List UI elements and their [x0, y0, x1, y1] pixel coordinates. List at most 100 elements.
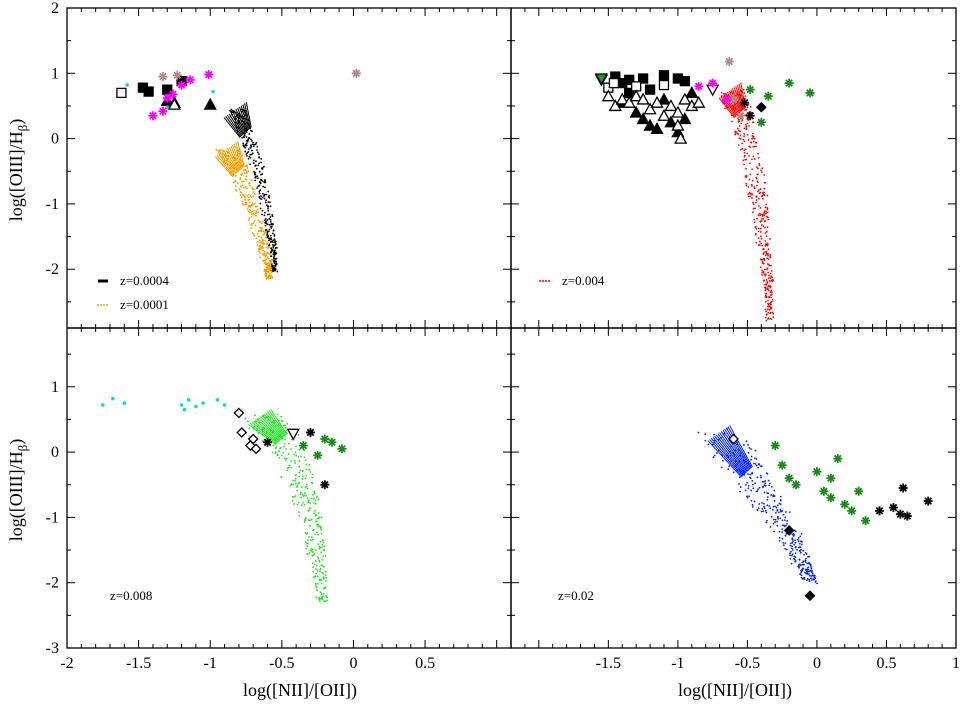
model-point — [756, 490, 759, 492]
model-point — [254, 212, 257, 215]
data-point — [351, 68, 361, 78]
model-point — [322, 541, 325, 544]
model-point — [806, 570, 808, 573]
model-point — [800, 532, 803, 535]
model-point — [743, 149, 746, 152]
star-ray — [320, 435, 329, 443]
model-point — [754, 207, 757, 210]
star-ray — [736, 111, 745, 120]
model-point — [748, 195, 751, 198]
star-ray — [764, 92, 773, 100]
legend-entry: z=0.0004 — [98, 273, 169, 288]
data-point — [250, 443, 262, 455]
model-point — [774, 511, 777, 514]
model-point — [248, 198, 251, 201]
model-point — [771, 298, 774, 301]
model-point — [274, 451, 277, 453]
model-point — [765, 279, 768, 281]
y-tick-label: -3 — [46, 640, 59, 657]
model-point — [251, 232, 254, 234]
model-point — [248, 427, 251, 430]
model-point — [743, 151, 746, 154]
data-point — [636, 92, 650, 105]
model-point — [259, 256, 262, 259]
model-point — [759, 214, 762, 216]
model-point — [752, 207, 755, 210]
model-point — [250, 215, 253, 218]
model-point — [311, 554, 314, 557]
model-point — [292, 479, 294, 482]
data-point — [624, 74, 635, 85]
series-obs-green-triangle — [594, 73, 608, 86]
model-point — [789, 557, 792, 560]
model-point — [290, 466, 293, 469]
model-point — [288, 442, 290, 445]
x-tick-label: -1 — [671, 655, 684, 672]
model-point — [753, 158, 756, 160]
model-point — [734, 130, 737, 133]
model-point — [252, 209, 255, 212]
model-track — [725, 427, 752, 469]
model-point — [768, 264, 771, 267]
star-ray — [299, 441, 308, 450]
model-point — [314, 548, 317, 551]
model-point — [796, 548, 798, 551]
model-point — [267, 205, 270, 208]
model-point — [262, 230, 265, 233]
model-point — [759, 465, 762, 467]
model-point — [309, 501, 311, 504]
model-point — [301, 478, 304, 480]
model-track — [223, 117, 241, 138]
data-point — [804, 590, 816, 602]
x-tick-label: -1.5 — [596, 655, 621, 672]
star-ray — [306, 428, 315, 437]
star-ray — [889, 503, 898, 512]
star-ray — [694, 82, 703, 91]
model-point — [312, 528, 315, 531]
model-point — [316, 531, 318, 534]
model-point — [256, 151, 259, 154]
model-point — [770, 494, 773, 496]
model-point — [246, 420, 249, 423]
model-point — [259, 230, 262, 233]
model-point — [755, 199, 758, 201]
model-point — [757, 237, 760, 240]
model-point — [697, 431, 700, 434]
model-point — [779, 510, 782, 512]
data-point — [247, 433, 259, 445]
model-point — [800, 574, 803, 577]
model-point — [742, 159, 745, 162]
model-point — [763, 191, 765, 194]
series-z-0-0004 — [223, 102, 279, 273]
model-point — [757, 507, 760, 510]
model-point — [247, 219, 250, 222]
model-point — [320, 593, 323, 595]
model-point — [779, 498, 782, 501]
model-point — [326, 596, 329, 599]
model-point — [249, 146, 252, 149]
model-point — [321, 571, 323, 574]
model-point — [283, 445, 285, 448]
model-track — [220, 152, 236, 175]
model-point — [785, 511, 787, 513]
model-point — [246, 152, 249, 154]
model-point — [247, 170, 250, 172]
model-point — [267, 235, 270, 238]
data-point — [601, 89, 615, 102]
model-point — [266, 219, 269, 221]
model-point — [794, 546, 797, 549]
data-point — [594, 73, 608, 86]
model-point — [286, 422, 289, 425]
model-point — [258, 192, 261, 195]
model-point — [270, 223, 273, 225]
model-point — [265, 193, 268, 196]
model-point — [261, 196, 264, 199]
model-point — [762, 486, 764, 489]
model-point — [764, 240, 767, 242]
model-track — [261, 414, 284, 439]
model-point — [808, 578, 811, 581]
model-track — [248, 423, 277, 445]
model-point — [265, 263, 268, 266]
model-point — [320, 578, 323, 581]
model-point — [791, 542, 794, 544]
